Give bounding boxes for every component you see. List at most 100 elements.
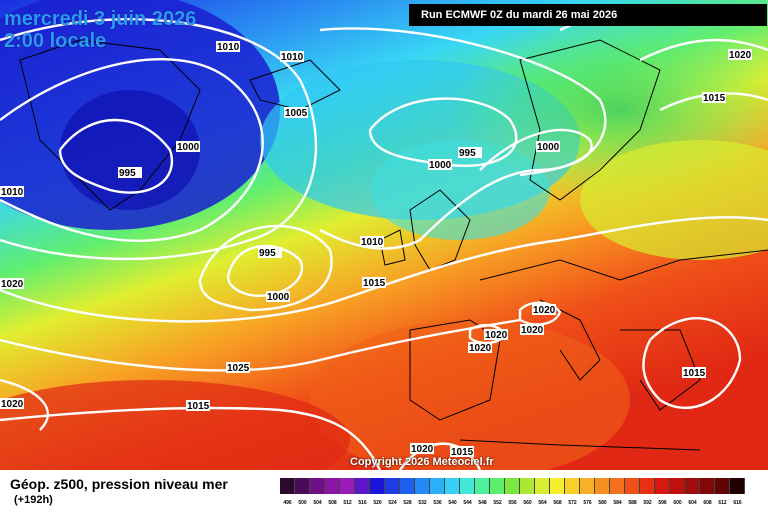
scale-label: 576	[583, 500, 592, 506]
copyright-notice: Copyright 2026 Meteociel.fr	[350, 456, 494, 468]
isobar-label: 1010	[281, 52, 304, 63]
scale-cell	[385, 478, 400, 494]
isobar-label: 1015	[683, 368, 706, 379]
color-scale-labels: 496 500 504 508 512 516 520 524 528 532 536 540 544 5…	[280, 500, 745, 506]
scale-cell	[370, 478, 385, 494]
isobar-label-bg	[360, 236, 384, 247]
scale-cell	[580, 478, 595, 494]
isobar-label: 1000	[537, 142, 560, 153]
isobar-label-bg	[176, 141, 200, 152]
scale-label: 504	[313, 500, 322, 506]
isobar-label-bg	[258, 247, 282, 258]
isobar-label: 995	[259, 248, 276, 259]
scale-cell	[295, 478, 310, 494]
scale-label: 528	[403, 500, 412, 506]
isobar-label: 1020	[1, 279, 24, 290]
scale-cell	[610, 478, 625, 494]
isobar-label: 1020	[411, 444, 434, 455]
scale-cell	[625, 478, 640, 494]
isobar-label-bg	[532, 304, 556, 315]
scale-cell	[355, 478, 370, 494]
scale-cell	[340, 478, 355, 494]
isobar-label: 1015	[187, 401, 210, 412]
scale-label: 552	[493, 500, 502, 506]
isobar-label-bg	[536, 141, 560, 152]
isobar-label: 1020	[533, 305, 556, 316]
scale-label: 568	[553, 500, 562, 506]
isobar-label: 1020	[485, 330, 508, 341]
scale-label: 516	[358, 500, 367, 506]
isobar-label-bg	[702, 92, 726, 103]
isobar-label-bg	[186, 400, 210, 411]
scale-cell	[685, 478, 700, 494]
scale-label: 564	[538, 500, 547, 506]
ridge-iberia	[310, 320, 630, 470]
forecast-lead-time: (+192h)	[14, 494, 53, 506]
isobar-label: 1020	[469, 343, 492, 354]
forecast-date: mercredi 3 juin 2026 2:00 locale	[4, 8, 196, 52]
isobar-label-bg	[226, 362, 250, 373]
isobar-label-bg	[216, 41, 240, 52]
isobar-label-bg	[458, 147, 482, 158]
scale-label: 496	[283, 500, 292, 506]
scale-label: 592	[643, 500, 652, 506]
time-line: 2:00 locale	[4, 30, 107, 52]
isobar-label-bg	[284, 107, 308, 118]
scale-label: 616	[733, 500, 742, 506]
chart-title: Géop. z500, pression niveau mer	[10, 476, 228, 492]
scale-label: 572	[568, 500, 577, 506]
scale-label: 604	[688, 500, 697, 506]
scale-label: 500	[298, 500, 307, 506]
isobar-label: 1015	[703, 93, 726, 104]
scale-cell	[445, 478, 460, 494]
scale-label: 580	[598, 500, 607, 506]
scale-label: 584	[613, 500, 622, 506]
scale-cell	[460, 478, 475, 494]
isobar-label: 1020	[1, 399, 24, 410]
scale-cell	[415, 478, 430, 494]
isobar-label-bg	[428, 159, 452, 170]
isobar-label: 995	[459, 148, 476, 159]
scale-label: 556	[508, 500, 517, 506]
scale-label: 532	[418, 500, 427, 506]
scale-label: 524	[388, 500, 397, 506]
isobar-label-bg	[468, 342, 492, 353]
scale-cell	[490, 478, 505, 494]
isobar-label: 1020	[729, 50, 752, 61]
scale-label: 520	[373, 500, 382, 506]
isobar-label-bg	[0, 398, 24, 409]
color-scale	[280, 478, 745, 494]
scale-cell	[640, 478, 655, 494]
scale-cell	[535, 478, 550, 494]
date-line: mercredi 3 juin 2026	[4, 8, 197, 30]
scale-cell	[700, 478, 715, 494]
isobar-label: 1025	[227, 363, 250, 374]
isobar-label-bg	[682, 367, 706, 378]
isobars	[0, 7, 768, 470]
isobar-label-bg	[0, 278, 24, 289]
isobar-label: 1000	[429, 160, 452, 171]
scale-cell	[505, 478, 520, 494]
map-footer: Géop. z500, pression niveau mer (+192h) …	[0, 470, 768, 512]
isobar-label: 1010	[217, 42, 240, 53]
scale-cell	[595, 478, 610, 494]
isobar-label: 1020	[521, 325, 544, 336]
scale-label: 612	[718, 500, 727, 506]
scale-cell	[430, 478, 445, 494]
isobar-label: 1015	[363, 278, 386, 289]
scale-label: 588	[628, 500, 637, 506]
isobar-label-bg	[362, 277, 386, 288]
scale-label: 600	[673, 500, 682, 506]
scale-cell	[565, 478, 580, 494]
scale-cell	[400, 478, 415, 494]
isobar-label: 1005	[285, 108, 308, 119]
isobar-label-bg	[0, 186, 24, 197]
scale-cell	[310, 478, 325, 494]
isobar-label-bg	[484, 329, 508, 340]
isobar-label: 1000	[177, 142, 200, 153]
scale-cell	[520, 478, 535, 494]
isobar-label-bg	[728, 49, 752, 60]
scale-label: 548	[478, 500, 487, 506]
scale-cell	[475, 478, 490, 494]
